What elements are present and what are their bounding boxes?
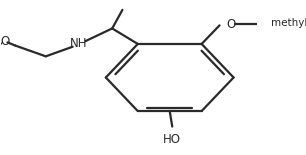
Text: O: O	[226, 18, 236, 31]
Text: HO: HO	[163, 133, 181, 146]
Text: methyl: methyl	[271, 18, 306, 28]
Text: O: O	[0, 35, 9, 48]
Text: NH: NH	[70, 38, 88, 50]
